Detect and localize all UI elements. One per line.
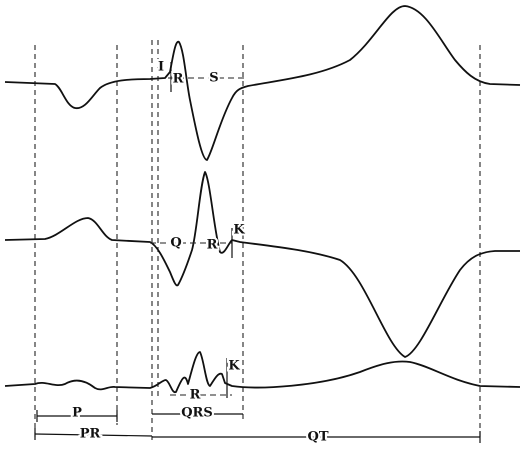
top-trace [4,5,521,161]
trace-label: R [207,238,218,253]
interval-label: QT [308,430,329,445]
trace-label: K [228,359,240,374]
guides [34,40,481,440]
middle-trace [4,171,520,358]
trace-label: S [209,71,218,86]
trace-label: I [158,60,164,75]
interval-label: QRS [181,406,213,421]
interval-label: PR [80,427,101,442]
intervals: P PR QRS QT [34,404,481,447]
trace-label: R [190,388,201,403]
interval-line [34,433,153,437]
trace-label: Q [170,236,181,251]
trace-label: K [233,223,245,238]
interval-label: P [72,406,82,421]
bottom-trace [4,351,521,394]
trace-label: R [173,72,184,87]
